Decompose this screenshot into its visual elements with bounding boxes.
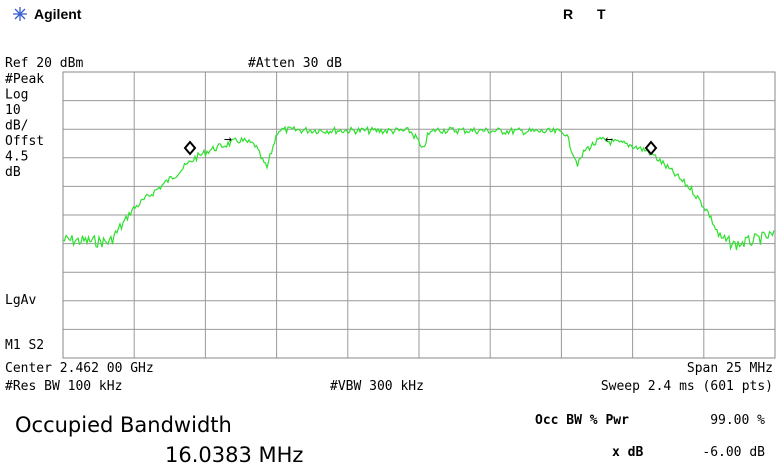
span: Span 25 MHz	[687, 361, 773, 376]
scale-label: Log	[5, 88, 28, 103]
trace	[62, 125, 775, 251]
center: Center 2.462 00 GHz	[5, 361, 154, 376]
graticule-border	[62, 71, 776, 359]
logo	[13, 7, 27, 21]
scale-label: dB	[5, 165, 21, 180]
scale-label: 4.5	[5, 150, 28, 165]
status: T	[597, 6, 606, 22]
sweep: Sweep 2.4 ms (601 pts)	[601, 379, 773, 394]
scale-label: Offst	[5, 134, 44, 149]
graticule	[63, 72, 775, 358]
param-label: Occ BW % Pwr	[535, 413, 629, 428]
marker	[644, 140, 658, 156]
marker	[183, 140, 197, 156]
attenuation: #Atten 30 dB	[248, 56, 342, 71]
result-title: Occupied Bandwidth	[15, 413, 232, 437]
scale-label: 10	[5, 103, 21, 118]
marker-arrow: →	[224, 132, 232, 147]
scale-label: #Peak	[5, 72, 44, 87]
vbw: #VBW 300 kHz	[330, 379, 424, 394]
result-value: 16.0383 MHz	[165, 443, 303, 467]
marker-arrow: ←	[605, 132, 613, 147]
param-value: -6.00 dB	[702, 445, 765, 460]
detector: LgAv	[5, 293, 36, 308]
param-value: 99.00 %	[710, 413, 765, 428]
param-label: x dB	[612, 445, 643, 460]
status: R	[563, 6, 573, 22]
ref-level: Ref 20 dBm	[5, 56, 83, 71]
marker-mode: M1 S2	[5, 338, 44, 353]
brand: Agilent	[34, 6, 82, 22]
scale-label: dB/	[5, 119, 28, 134]
rbw: #Res BW 100 kHz	[5, 379, 122, 394]
